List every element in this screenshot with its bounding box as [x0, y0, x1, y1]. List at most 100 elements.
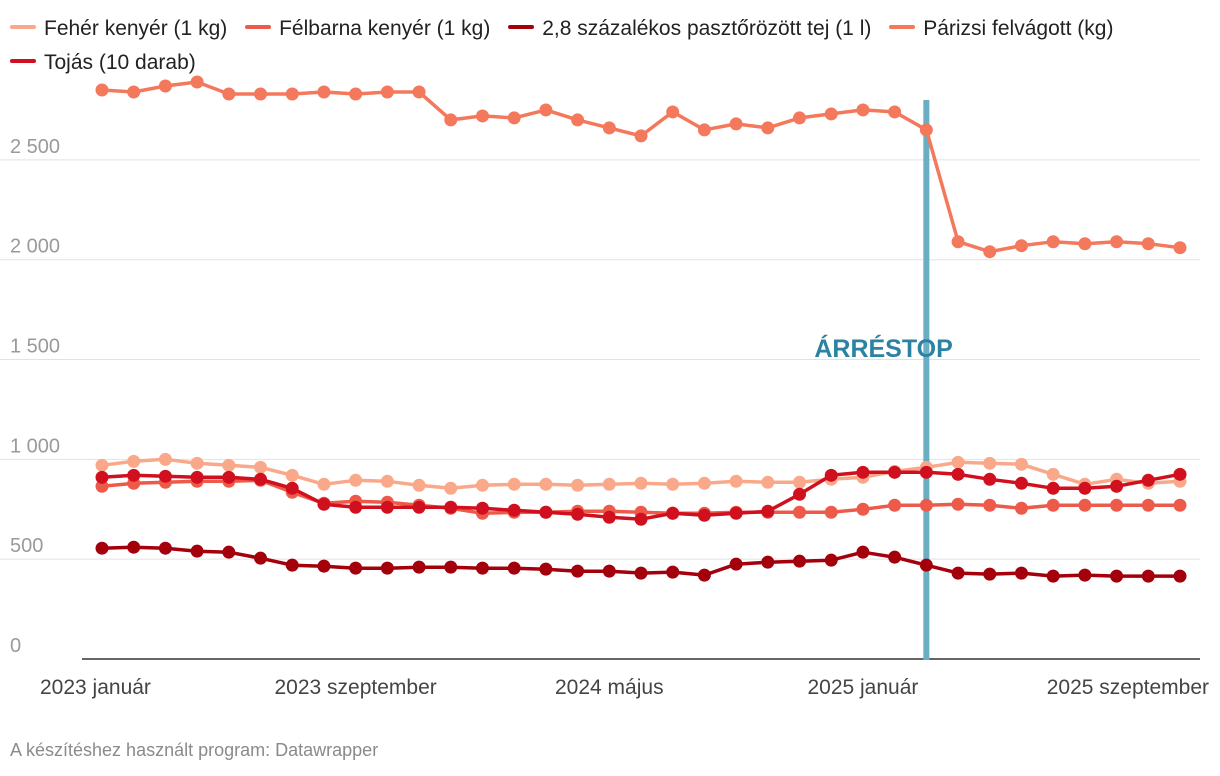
data-point	[349, 473, 363, 487]
data-point	[919, 498, 933, 512]
y-tick-label: 1 500	[10, 336, 60, 358]
data-point	[127, 85, 141, 99]
data-point	[317, 497, 331, 511]
data-point	[729, 506, 743, 520]
data-point	[190, 75, 204, 89]
data-point	[634, 512, 648, 526]
data-point	[349, 87, 363, 101]
data-point	[793, 111, 807, 125]
data-point	[1110, 498, 1124, 512]
data-point	[602, 121, 616, 135]
data-point	[1141, 569, 1155, 583]
legend-label: Fehér kenyér (1 kg)	[44, 17, 228, 40]
data-point	[888, 465, 902, 479]
legend-label: 2,8 százalékos pasztőrözött tej (1 l)	[542, 17, 872, 40]
data-point	[285, 468, 299, 482]
data-point	[412, 560, 426, 574]
data-point	[824, 553, 838, 567]
data-point	[951, 455, 965, 469]
data-point	[919, 465, 933, 479]
data-point	[1173, 241, 1187, 255]
data-point	[254, 460, 268, 474]
data-point	[349, 500, 363, 514]
line-chart: 0 500 1 000 1 500 2 000 2 500 ÁRRÉSTOP 2023 j…	[0, 75, 1209, 699]
data-point	[919, 123, 933, 137]
data-point	[1014, 239, 1028, 253]
data-point	[571, 564, 585, 578]
data-point	[539, 505, 553, 519]
data-point	[444, 481, 458, 495]
data-point	[1141, 237, 1155, 251]
data-point	[856, 103, 870, 117]
data-point	[190, 470, 204, 484]
data-point	[793, 475, 807, 489]
data-point	[983, 245, 997, 259]
legend-label: Párizsi felvágott (kg)	[923, 17, 1114, 40]
data-point	[539, 477, 553, 491]
data-point	[1173, 569, 1187, 583]
data-point	[1078, 568, 1092, 582]
y-tick-label: 500	[10, 535, 43, 557]
legend-item-felbarna-kenyer: Félbarna kenyér (1 kg)	[245, 12, 490, 46]
data-point	[697, 123, 711, 137]
data-point	[793, 487, 807, 501]
data-point	[317, 559, 331, 573]
data-point	[380, 500, 394, 514]
data-point	[95, 479, 109, 493]
y-tick-label: 2 000	[10, 236, 60, 258]
data-point	[222, 545, 236, 559]
data-point	[729, 474, 743, 488]
annotation-label: ÁRRÉSTOP	[814, 334, 952, 363]
data-point	[634, 476, 648, 490]
data-point	[507, 503, 521, 517]
data-point	[1110, 569, 1124, 583]
data-point	[697, 508, 711, 522]
data-point	[951, 497, 965, 511]
series-3	[95, 75, 1187, 259]
data-point	[222, 470, 236, 484]
data-point	[1173, 467, 1187, 481]
data-point	[1046, 467, 1060, 481]
legend-label: Félbarna kenyér (1 kg)	[279, 17, 491, 40]
data-point	[888, 498, 902, 512]
legend: Fehér kenyér (1 kg) Félbarna kenyér (1 k…	[10, 12, 1215, 80]
x-axis-ticks: 2023 január 2023 szeptember 2024 május 2025…	[40, 676, 1209, 699]
data-point	[254, 87, 268, 101]
y-tick-label: 0	[10, 635, 21, 657]
data-point	[254, 551, 268, 565]
data-point	[571, 507, 585, 521]
data-point	[1046, 498, 1060, 512]
data-point	[634, 129, 648, 143]
data-point	[158, 541, 172, 555]
data-point	[951, 566, 965, 580]
data-point	[856, 502, 870, 516]
data-point	[634, 566, 648, 580]
series-2	[95, 540, 1187, 583]
legend-item-tej: 2,8 százalékos pasztőrözött tej (1 l)	[508, 12, 871, 46]
legend-swatch-parizsi	[889, 25, 916, 30]
data-point	[1141, 473, 1155, 487]
data-point	[793, 505, 807, 519]
data-point	[1014, 457, 1028, 471]
data-point	[254, 472, 268, 486]
data-point	[1014, 501, 1028, 515]
data-point	[412, 500, 426, 514]
data-point	[761, 475, 775, 489]
data-point	[539, 562, 553, 576]
data-point	[729, 117, 743, 131]
data-point	[444, 500, 458, 514]
data-point	[475, 561, 489, 575]
annotation-group: ÁRRÉSTOP	[814, 100, 953, 660]
data-point	[222, 458, 236, 472]
data-point	[412, 85, 426, 99]
data-point	[507, 111, 521, 125]
data-point	[475, 478, 489, 492]
y-tick-label: 2 500	[10, 136, 60, 158]
data-point	[856, 465, 870, 479]
x-tick-label: 2023 január	[40, 676, 151, 699]
data-point	[602, 477, 616, 491]
data-point	[666, 477, 680, 491]
x-tick-label: 2025 szeptember	[1047, 676, 1209, 699]
data-point	[1110, 479, 1124, 493]
data-point	[793, 554, 807, 568]
